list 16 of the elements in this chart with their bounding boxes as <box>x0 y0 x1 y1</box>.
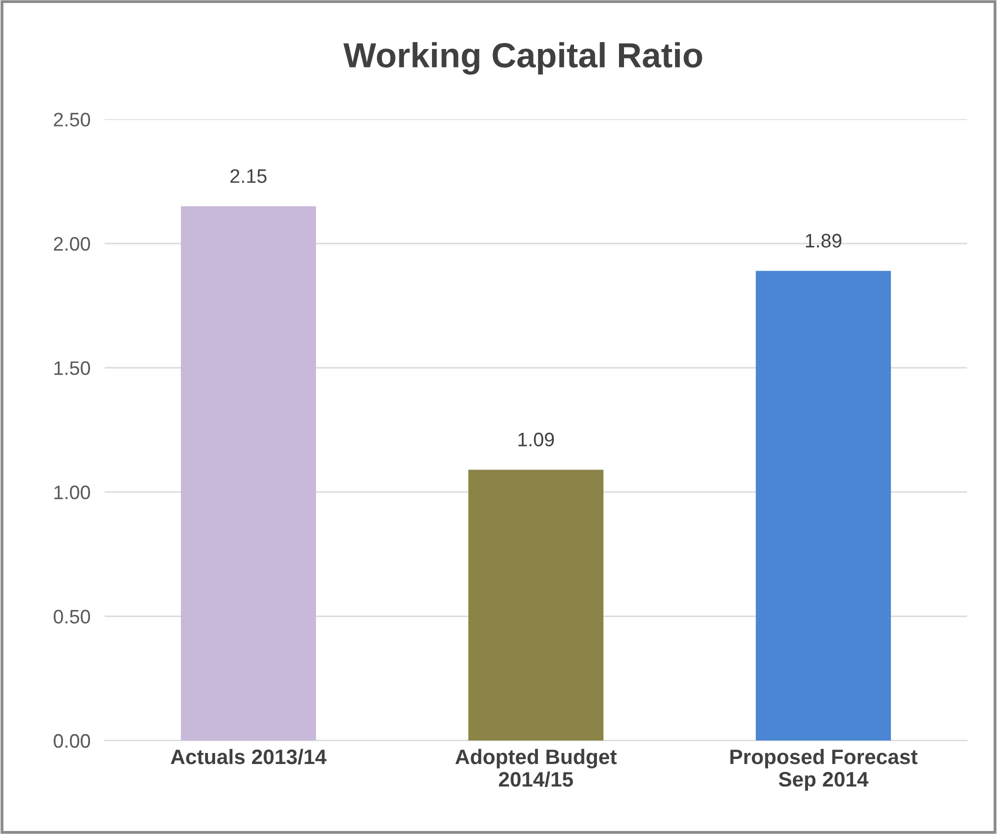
y-tick-label: 1.50 <box>54 361 90 376</box>
bar <box>468 470 604 741</box>
bar <box>180 206 316 741</box>
x-tick-label: Actuals 2013/14 <box>170 748 326 764</box>
y-tick-label: 2.50 <box>54 112 90 126</box>
chart-title: Working Capital Ratio <box>343 42 702 75</box>
data-label: 1.09 <box>518 432 554 446</box>
data-label: 1.89 <box>806 234 842 248</box>
x-tick-label: Proposed Forecast Sep 2014 <box>730 748 918 791</box>
y-tick-label: 2.00 <box>54 236 90 251</box>
y-tick-label: 1.00 <box>54 486 90 500</box>
data-label: 2.15 <box>230 169 267 183</box>
x-tick-label: Adopted Budget 2014/15 <box>455 748 617 787</box>
y-tick-label: 0.00 <box>54 734 90 748</box>
bar <box>756 270 891 741</box>
y-tick-label: 0.50 <box>54 610 90 624</box>
